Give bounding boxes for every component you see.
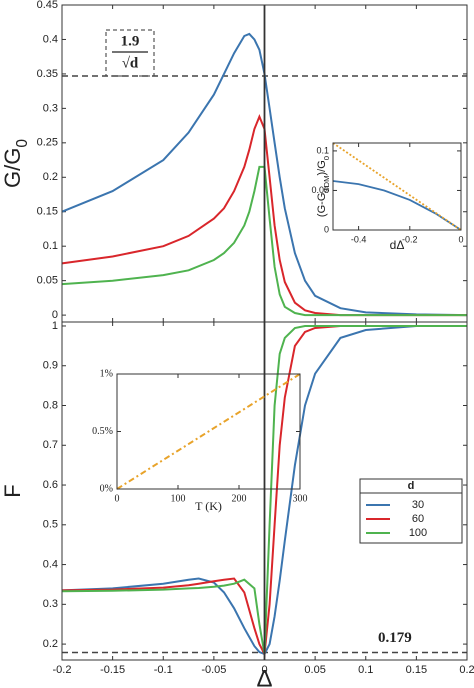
y-axis-label: (G-GSDM)/G0	[316, 156, 331, 217]
legend-label: 30	[412, 499, 424, 511]
x-tick-label: -0.1	[154, 664, 173, 676]
y-axis-label-part: (G-G	[316, 193, 328, 217]
y-tick-label: 0.05	[311, 185, 329, 195]
y-tick-label: 0.3	[43, 598, 58, 610]
x-tick-label: -0.2	[53, 664, 72, 676]
hline-label: 0.179	[378, 630, 412, 646]
y-tick-label: 0.7	[43, 439, 58, 451]
x-axis-label: dΔ	[390, 238, 405, 252]
legend-label: 100	[409, 527, 427, 539]
legend-label: 60	[412, 513, 424, 525]
y-tick-label: 0.1	[43, 240, 58, 252]
x-tick-label: -0.15	[100, 664, 125, 676]
y-tick-label: 0.9	[43, 360, 58, 372]
y-axis-label-part: F	[0, 484, 25, 497]
x-axis-label: T (K)	[195, 499, 222, 513]
y-tick-label: 0	[52, 309, 58, 321]
x-tick-label: 0	[458, 234, 463, 244]
x-tick-label: 200	[232, 493, 247, 504]
x-tick-label: 0	[261, 664, 267, 676]
x-tick-label: 100	[171, 493, 186, 504]
y-tick-label: 0.4	[43, 33, 58, 45]
y-tick-label: 0.15	[37, 206, 58, 218]
x-tick-label: 0.05	[304, 664, 325, 676]
y-tick-label: 0.5%	[92, 426, 113, 437]
y-tick-label: 0.05	[37, 275, 58, 287]
y-tick-label: 0.5	[43, 519, 58, 531]
axes-frame	[61, 321, 468, 661]
y-tick-label: 0.35	[37, 68, 58, 80]
y-tick-label: 0.2	[43, 638, 58, 650]
x-tick-label: -0.2	[402, 234, 418, 244]
y-axis-label-part: )/G	[316, 160, 328, 175]
series-line	[332, 142, 462, 231]
axes-frame	[332, 142, 462, 231]
y-tick-label: 0.1	[316, 145, 329, 155]
x-tick-label: 0.2	[459, 664, 474, 676]
series-line	[116, 373, 301, 490]
annotation-box	[105, 29, 155, 77]
y-axis-label-part: 0	[322, 156, 331, 160]
y-axis-label-part: 0	[14, 139, 31, 148]
y-axis-label: G/G0	[0, 139, 31, 188]
legend-title: d	[408, 480, 415, 492]
y-axis-label-part: G/G	[0, 148, 25, 188]
y-tick-label: 0	[324, 224, 329, 234]
y-tick-label: 0.45	[37, 0, 58, 11]
y-tick-label: 0.8	[43, 399, 58, 411]
annotation-numerator: 1.9	[121, 33, 140, 49]
x-tick-label: -0.4	[351, 234, 367, 244]
x-tick-label: 0.1	[358, 664, 373, 676]
y-tick-label: 0.6	[43, 479, 58, 491]
x-tick-label: -0.05	[201, 664, 226, 676]
y-tick-label: 1%	[100, 368, 113, 379]
annotation-denominator: √d	[122, 55, 139, 71]
x-tick-label: 300	[293, 493, 308, 504]
y-tick-label: 0.2	[43, 171, 58, 183]
x-tick-label: 0	[115, 493, 120, 504]
y-tick-label: 1	[52, 320, 58, 332]
y-tick-label: 0%	[100, 483, 113, 494]
y-tick-label: 0.3	[43, 102, 58, 114]
y-axis-label-part: SDM	[322, 176, 331, 193]
x-tick-label: 0.15	[406, 664, 427, 676]
y-tick-label: 0.4	[43, 558, 58, 570]
y-tick-label: 0.25	[37, 137, 58, 149]
axes-frame	[116, 373, 301, 490]
x-axis-label: Δ	[256, 665, 272, 688]
y-axis-label: F	[0, 484, 25, 497]
